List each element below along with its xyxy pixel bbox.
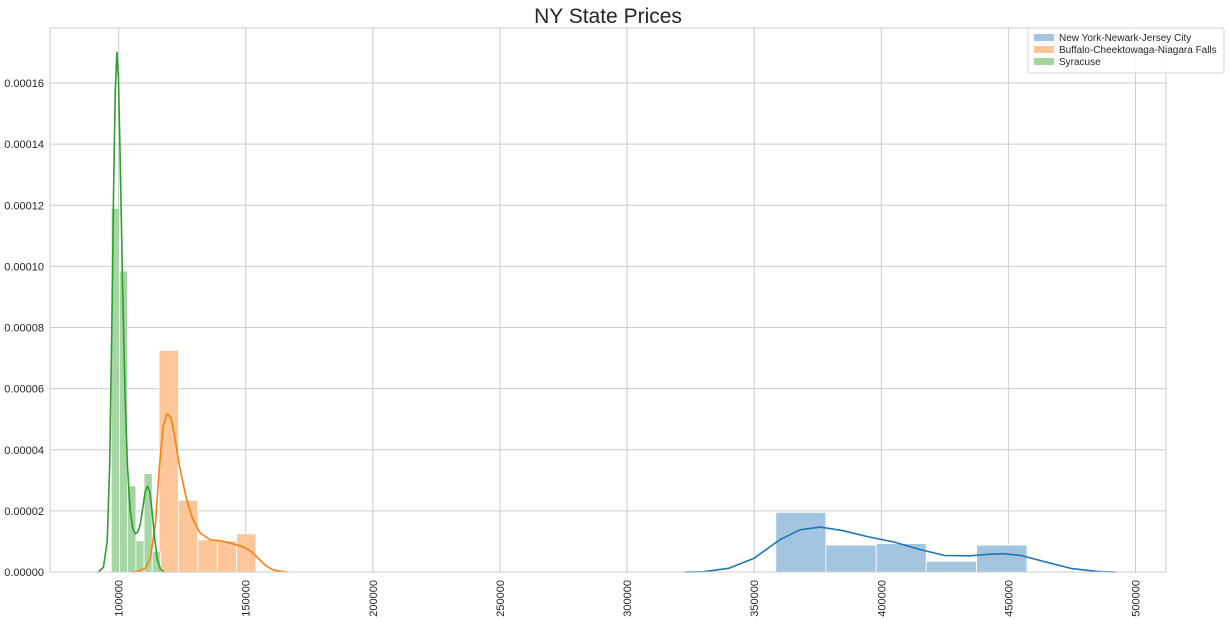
x-axis-ticks: 100000 150000 200000 250000 300000 350000 4000…: [114, 580, 1143, 617]
x-tick-label: 400000: [876, 580, 888, 617]
legend-label: New York-Newark-Jersey City: [1059, 33, 1191, 44]
y-tick-label: 0.00016: [4, 78, 44, 90]
histogram-bar: [925, 560, 978, 573]
x-tick-label: 100000: [114, 580, 126, 617]
histogram-bar: [825, 544, 877, 573]
x-tick-label: 300000: [622, 580, 634, 617]
x-tick-label: 200000: [368, 580, 380, 617]
y-tick-label: 0.00006: [4, 384, 44, 396]
y-tick-label: 0.00010: [4, 261, 44, 273]
chart-title: NY State Prices: [534, 5, 682, 28]
histogram-bar: [775, 512, 827, 573]
legend-label: Buffalo-Cheektowaga-Niagara Falls: [1059, 45, 1217, 56]
histogram-bar: [158, 350, 179, 573]
kde-lines: [97, 51, 1116, 573]
x-tick-label: 350000: [749, 580, 761, 617]
histogram-bar: [197, 539, 218, 573]
grid: [50, 28, 1166, 573]
y-axis-ticks: 0.00000 0.00002 0.00004 0.00006 0.00008 0.000…: [4, 78, 44, 579]
y-tick-label: 0.00000: [4, 567, 44, 579]
legend: New York-Newark-Jersey CityBuffalo-Cheek…: [1027, 27, 1225, 74]
y-tick-label: 0.00012: [4, 200, 44, 212]
kde-line: [684, 526, 1116, 573]
histogram-bar: [216, 540, 237, 573]
legend-swatch: [1034, 58, 1054, 65]
histogram-bar: [135, 540, 145, 573]
histogram-bar: [976, 544, 1028, 573]
x-tick-label: 500000: [1130, 580, 1142, 617]
y-tick-label: 0.00008: [4, 323, 44, 335]
y-tick-label: 0.00002: [4, 506, 44, 518]
kde-line: [97, 51, 166, 573]
histogram-bar: [875, 543, 927, 573]
y-tick-label: 0.00014: [4, 139, 44, 151]
x-tick-label: 250000: [495, 580, 507, 617]
histogram-bars: [110, 207, 1028, 573]
x-tick-label: 450000: [1003, 580, 1015, 617]
legend-box: [1027, 27, 1225, 74]
legend-label: Syracuse: [1059, 57, 1101, 68]
plot-frame: [49, 27, 1167, 573]
y-tick-label: 0.00004: [4, 445, 44, 457]
legend-swatch: [1034, 46, 1054, 53]
histogram-bar: [177, 499, 199, 573]
x-tick-label: 150000: [241, 580, 253, 617]
legend-swatch: [1034, 34, 1054, 41]
